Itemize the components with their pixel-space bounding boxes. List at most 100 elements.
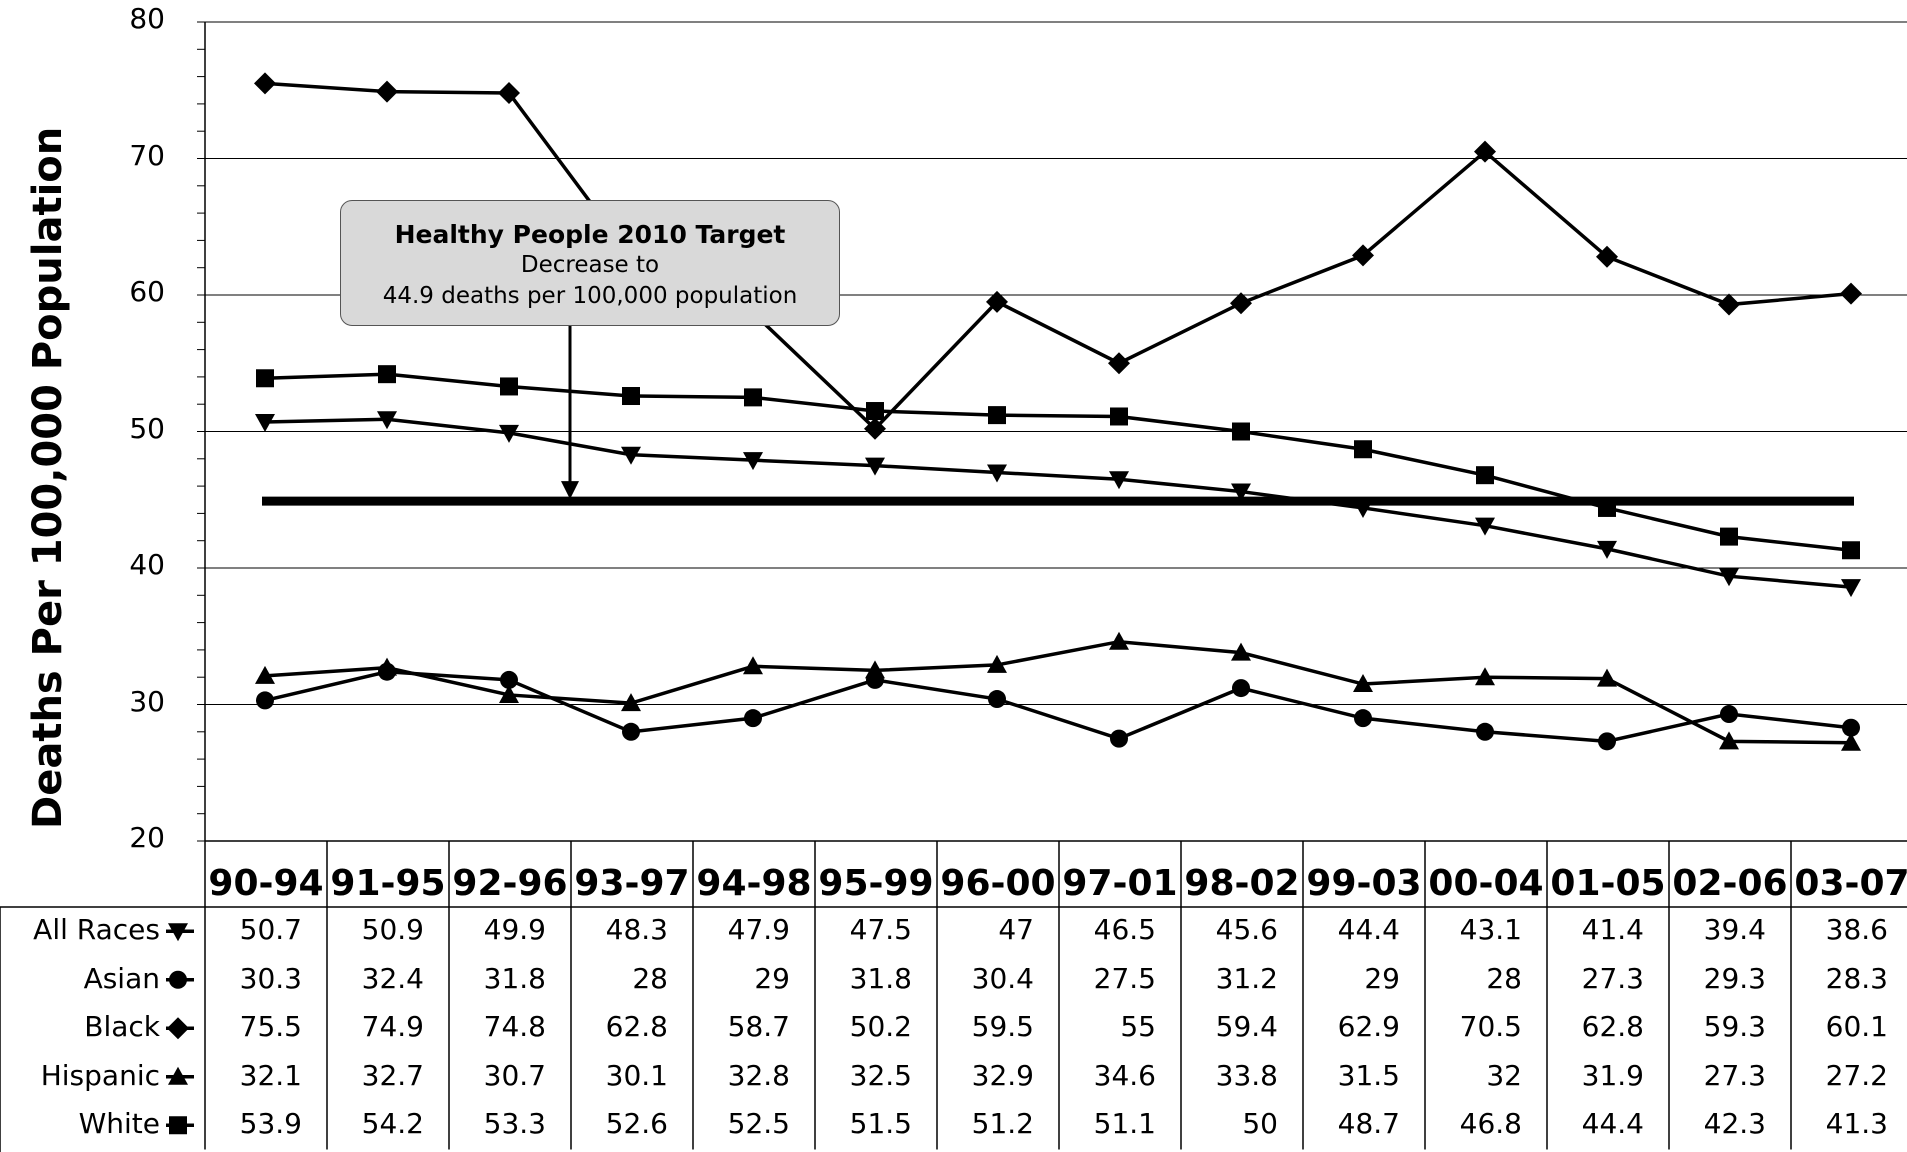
legend-marker-asian: [169, 970, 187, 989]
table-cell: 31.2: [1215, 961, 1278, 995]
table-cell: 59.3: [1703, 1010, 1766, 1043]
point-white: [256, 369, 274, 388]
point-hispanic: [377, 657, 397, 676]
table-cell: 27.3: [1581, 961, 1644, 995]
table-cell: 60.1: [1825, 1010, 1888, 1043]
category-label: 98-02: [1184, 863, 1300, 904]
table-cell: 43.1: [1459, 913, 1522, 946]
table-cell: 29: [754, 961, 790, 995]
point-all-races: [621, 446, 641, 465]
row-label-all-races: All Races: [33, 913, 160, 946]
point-black: [498, 81, 520, 104]
y-tick-label: 60: [129, 275, 165, 308]
point-hispanic: [621, 693, 641, 712]
point-white: [500, 377, 518, 396]
table-cell: 30.1: [605, 1058, 668, 1092]
point-white: [866, 402, 884, 421]
category-label: 02-06: [1672, 863, 1788, 904]
table-cell: 44.4: [1337, 913, 1400, 946]
series-line-black: [264, 81, 1852, 432]
point-black: [864, 417, 886, 440]
row-label-asian: Asian: [83, 961, 160, 995]
category-label: 01-05: [1550, 863, 1666, 904]
point-asian: [1232, 679, 1250, 698]
point-hispanic: [1597, 668, 1617, 687]
table-cell: 51.2: [971, 1107, 1034, 1140]
point-asian: [1842, 718, 1860, 737]
table-cell: 27.5: [1093, 961, 1156, 995]
table-cell: 41.3: [1825, 1107, 1888, 1140]
table-cell: 31.8: [483, 961, 546, 995]
category-label: 96-00: [940, 863, 1056, 904]
table-cell: 62.9: [1337, 1010, 1400, 1043]
table-cell: 50: [1242, 1107, 1278, 1140]
legend-marker-black: [167, 1017, 189, 1040]
point-asian: [988, 690, 1006, 709]
point-asian: [1354, 709, 1372, 728]
point-all-races: [1353, 499, 1373, 518]
point-white: [744, 388, 762, 407]
legend-marker-all-races: [168, 923, 188, 942]
table-cell: 29: [1364, 961, 1400, 995]
callout-arrow-head: [561, 481, 579, 500]
point-asian: [500, 670, 518, 689]
table-cell: 44.4: [1581, 1107, 1644, 1140]
point-white: [1110, 407, 1128, 426]
table-cell: 28: [1486, 961, 1522, 995]
point-hispanic: [499, 684, 519, 703]
point-black: [1352, 244, 1374, 267]
table-cell: 28.3: [1825, 961, 1888, 995]
category-label: 95-99: [818, 863, 934, 904]
table-cell: 32.7: [361, 1058, 424, 1092]
point-black: [254, 72, 276, 95]
y-tick-label: 30: [129, 684, 165, 718]
point-all-races: [865, 457, 885, 476]
table-cell: 46.5: [1093, 913, 1156, 946]
table-cell: 53.3: [483, 1107, 546, 1140]
table-cell: 32.9: [971, 1058, 1034, 1092]
table-cell: 34.6: [1093, 1058, 1156, 1092]
category-label: 00-04: [1428, 863, 1544, 904]
table-cell: 48.7: [1337, 1107, 1400, 1140]
point-all-races: [377, 411, 397, 430]
table-cell: 50.2: [849, 1010, 912, 1043]
point-hispanic: [1353, 674, 1373, 693]
legend-marker-white: [169, 1116, 187, 1135]
point-hispanic: [1719, 731, 1739, 750]
point-all-races: [1109, 471, 1129, 490]
point-black: [1474, 140, 1496, 163]
category-label: 92-96: [452, 863, 568, 904]
table-cell: 47: [998, 913, 1034, 946]
callout-line-2: Decrease to: [520, 252, 660, 278]
point-black: [1230, 292, 1252, 315]
category-label: 93-97: [574, 863, 690, 904]
point-white: [1842, 541, 1860, 560]
point-hispanic: [743, 656, 763, 675]
point-white: [1354, 440, 1372, 459]
table-cell: 30.4: [971, 961, 1034, 995]
y-axis-title: Deaths Per 100,000 Population: [25, 126, 71, 829]
y-tick-label: 80: [129, 2, 165, 35]
table-cell: 28: [632, 961, 668, 995]
table-cell: 30.7: [483, 1058, 546, 1092]
series-line-all-races: [264, 417, 1852, 589]
table-cell: 50.9: [361, 913, 424, 946]
table-cell: 70.5: [1459, 1010, 1522, 1043]
table-cell: 75.5: [239, 1010, 302, 1043]
table-cell: 74.8: [483, 1010, 546, 1043]
table-cell: 45.6: [1215, 913, 1278, 946]
point-black: [376, 80, 398, 103]
table-cell: 47.9: [727, 913, 790, 946]
table-cell: 41.4: [1581, 913, 1644, 946]
table-cell: 53.9: [239, 1107, 302, 1140]
point-white: [988, 406, 1006, 425]
y-tick-label: 70: [129, 138, 165, 172]
point-black: [986, 290, 1008, 313]
point-hispanic: [865, 660, 885, 679]
legend-marker-hispanic: [168, 1066, 188, 1085]
table-cell: 32.8: [727, 1058, 790, 1092]
callout-title: Healthy People 2010 Target: [394, 220, 786, 249]
table-cell: 52.5: [727, 1107, 790, 1140]
point-hispanic: [255, 665, 275, 684]
